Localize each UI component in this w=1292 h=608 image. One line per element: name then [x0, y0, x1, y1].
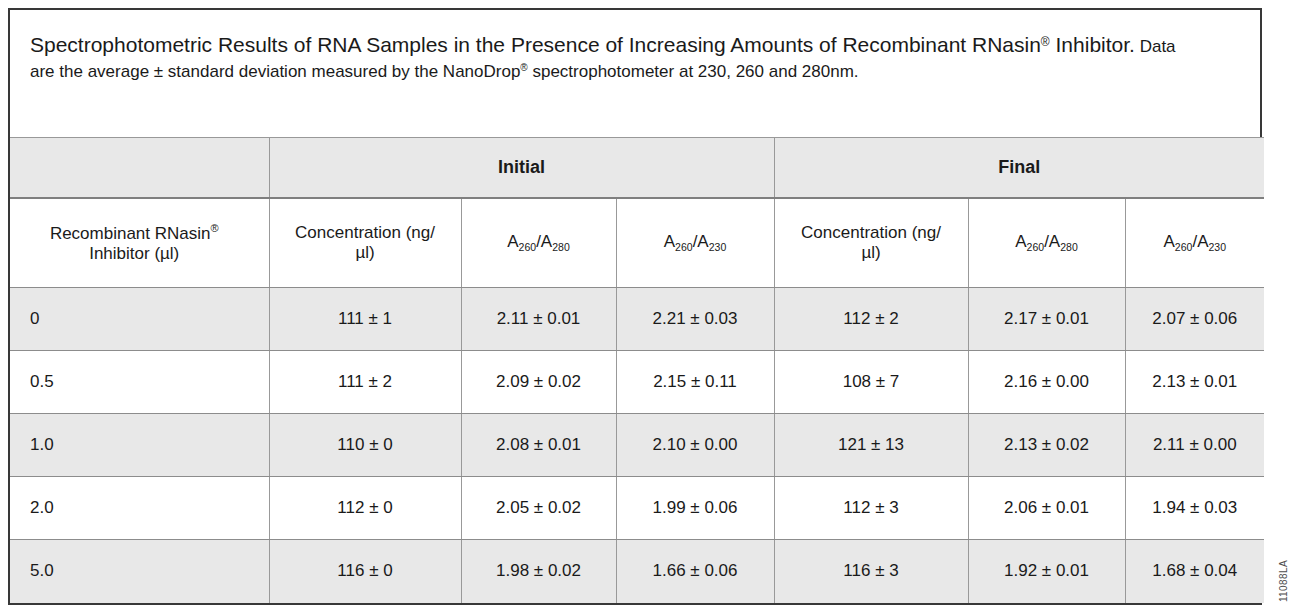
column-header-row: Recombinant RNasin® Inhibitor (µl) Conce… — [10, 198, 1264, 288]
cell-final-a260-a280: 2.06 ± 0.01 — [968, 477, 1125, 540]
group-header-final: Final — [774, 138, 1264, 198]
caption-title-text-2: Inhibitor. — [1050, 33, 1135, 56]
figure-container: Spectrophotometric Results of RNA Sample… — [8, 8, 1262, 605]
cell-final-a260-a230: 2.07 ± 0.06 — [1125, 288, 1264, 351]
column-header-initial-a260-a230: A260/A230 — [616, 198, 774, 288]
table-caption: Spectrophotometric Results of RNA Sample… — [10, 10, 1260, 137]
cell-final-concentration: 112 ± 3 — [774, 477, 968, 540]
cell-initial-a260-a280: 1.98 ± 0.02 — [461, 540, 616, 603]
cell-final-a260-a280: 2.17 ± 0.01 — [968, 288, 1125, 351]
cell-initial-a260-a230: 2.15 ± 0.11 — [616, 351, 774, 414]
cell-final-a260-a280: 2.13 ± 0.02 — [968, 414, 1125, 477]
figure-number: 11088LA — [1278, 560, 1289, 602]
group-header-row: Initial Final — [10, 138, 1264, 198]
cell-final-concentration: 116 ± 3 — [774, 540, 968, 603]
table-row: 1.0 110 ± 0 2.08 ± 0.01 2.10 ± 0.00 121 … — [10, 414, 1264, 477]
results-table: Initial Final Recombinant RNasin® Inhibi… — [10, 137, 1264, 603]
caption-title-text: Spectrophotometric Results of RNA Sample… — [30, 33, 1041, 56]
cell-initial-a260-a280: 2.09 ± 0.02 — [461, 351, 616, 414]
cell-final-a260-a280: 2.16 ± 0.00 — [968, 351, 1125, 414]
cell-final-a260-a230: 2.11 ± 0.00 — [1125, 414, 1264, 477]
cell-initial-concentration: 112 ± 0 — [269, 477, 461, 540]
figure-page: Spectrophotometric Results of RNA Sample… — [0, 0, 1292, 608]
group-header-blank — [10, 138, 269, 198]
registered-mark: ® — [211, 222, 219, 234]
cell-final-a260-a230: 1.94 ± 0.03 — [1125, 477, 1264, 540]
registered-mark: ® — [1041, 35, 1050, 49]
column-header-final-a260-a280: A260/A280 — [968, 198, 1125, 288]
cell-final-a260-a230: 2.13 ± 0.01 — [1125, 351, 1264, 414]
cell-sample-volume: 2.0 — [10, 477, 269, 540]
cell-initial-a260-a280: 2.11 ± 0.01 — [461, 288, 616, 351]
table-row: 5.0 116 ± 0 1.98 ± 0.02 1.66 ± 0.06 116 … — [10, 540, 1264, 603]
table-row: 0 111 ± 1 2.11 ± 0.01 2.21 ± 0.03 112 ± … — [10, 288, 1264, 351]
cell-sample-volume: 0 — [10, 288, 269, 351]
cell-final-concentration: 112 ± 2 — [774, 288, 968, 351]
cell-initial-concentration: 116 ± 0 — [269, 540, 461, 603]
cell-sample-volume: 1.0 — [10, 414, 269, 477]
cell-final-concentration: 121 ± 13 — [774, 414, 968, 477]
table-row: 2.0 112 ± 0 2.05 ± 0.02 1.99 ± 0.06 112 … — [10, 477, 1264, 540]
registered-mark: ® — [520, 61, 527, 72]
column-header-initial-concentration: Concentration (ng/µl) — [269, 198, 461, 288]
column-header-initial-a260-a280: A260/A280 — [461, 198, 616, 288]
group-header-initial: Initial — [269, 138, 774, 198]
caption-description-text-2: spectrophotometer at 230, 260 and 280nm. — [528, 62, 859, 81]
column-header-final-concentration: Concentration (ng/µl) — [774, 198, 968, 288]
cell-initial-a260-a280: 2.08 ± 0.01 — [461, 414, 616, 477]
cell-sample-volume: 0.5 — [10, 351, 269, 414]
cell-initial-concentration: 110 ± 0 — [269, 414, 461, 477]
table-row: 0.5 111 ± 2 2.09 ± 0.02 2.15 ± 0.11 108 … — [10, 351, 1264, 414]
cell-initial-concentration: 111 ± 2 — [269, 351, 461, 414]
column-header-sample: Recombinant RNasin® Inhibitor (µl) — [10, 198, 269, 288]
cell-initial-a260-a230: 2.10 ± 0.00 — [616, 414, 774, 477]
cell-initial-a260-a230: 2.21 ± 0.03 — [616, 288, 774, 351]
column-header-final-a260-a230: A260/A230 — [1125, 198, 1264, 288]
cell-final-a260-a230: 1.68 ± 0.04 — [1125, 540, 1264, 603]
cell-initial-concentration: 111 ± 1 — [269, 288, 461, 351]
cell-sample-volume: 5.0 — [10, 540, 269, 603]
cell-initial-a260-a230: 1.66 ± 0.06 — [616, 540, 774, 603]
cell-initial-a260-a230: 1.99 ± 0.06 — [616, 477, 774, 540]
cell-final-concentration: 108 ± 7 — [774, 351, 968, 414]
cell-final-a260-a280: 1.92 ± 0.01 — [968, 540, 1125, 603]
cell-initial-a260-a280: 2.05 ± 0.02 — [461, 477, 616, 540]
